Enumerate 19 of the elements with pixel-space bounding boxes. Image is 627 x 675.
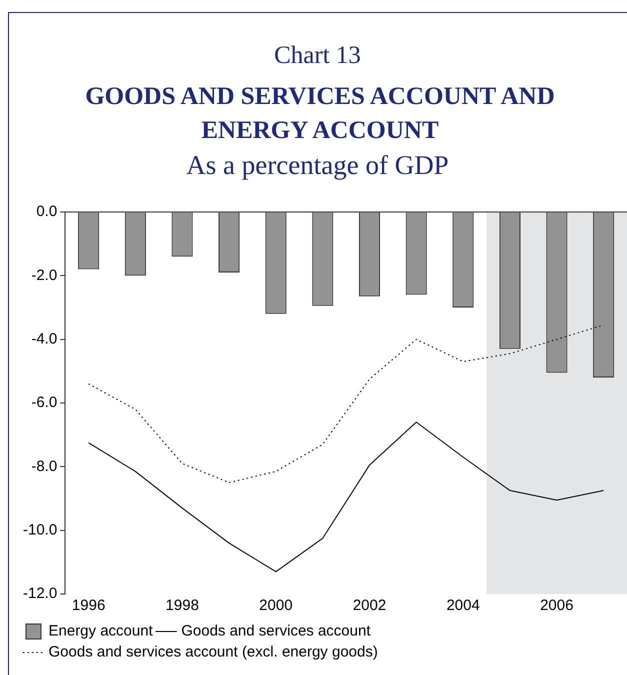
x-tick-label: 1998 (166, 597, 199, 614)
legend-label: Goods and services account (181, 622, 372, 640)
x-tick-label: 2000 (259, 597, 293, 614)
legend-label: Goods and services account (excl. energy goods) (48, 644, 378, 661)
y-tick-label: 0.0 (36, 203, 58, 220)
caption: Chart 13 (273, 42, 362, 70)
y-tick-label: -10.0 (22, 521, 58, 538)
x-tick-label: 2006 (540, 597, 574, 614)
chart-title: GOODS AND SERVICES ACCOUNT AND ENERGY ACCOUNT (84, 82, 556, 146)
x-tick-label: 1996 (72, 597, 106, 614)
legend-label: Energy account (48, 622, 154, 640)
x-tick-label: 2004 (446, 597, 480, 614)
y-tick-label: -8.0 (31, 458, 58, 475)
y-tick-label: -2.0 (31, 266, 58, 284)
y-tick-label: -4.0 (31, 330, 58, 348)
y-tick-label: -12.0 (22, 585, 58, 602)
y-tick-label: -6.0 (31, 394, 58, 412)
chart-subtitle: As a percentage of GDP (185, 150, 450, 181)
x-tick-label: 2002 (352, 597, 386, 614)
